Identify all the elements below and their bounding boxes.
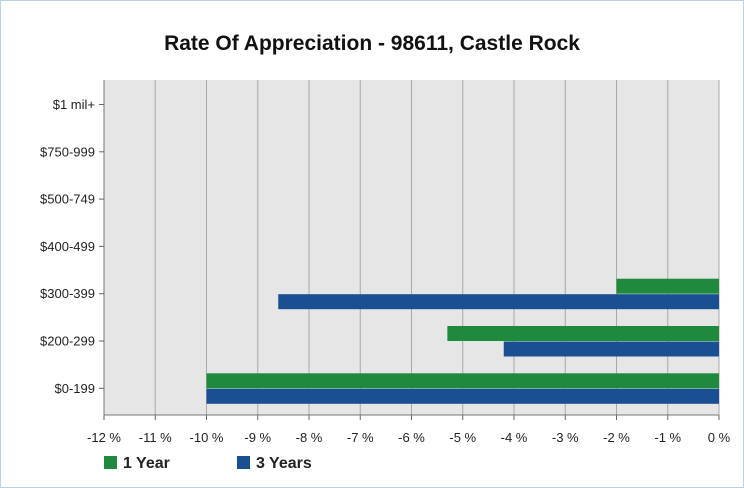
- x-tick-label: -4 %: [501, 430, 528, 445]
- x-tick-label: -3 %: [552, 430, 579, 445]
- x-tick-label: -5 %: [449, 430, 476, 445]
- legend-swatch: [104, 456, 117, 469]
- x-tick-label: -9 %: [244, 430, 271, 445]
- y-tick-label: $200-299: [40, 334, 95, 349]
- legend-swatch: [237, 456, 250, 469]
- bar-3-years: [278, 294, 719, 310]
- bar-3-years: [206, 388, 719, 404]
- tick-labels: -12 % -11 % -10 % -9 % -8 % -7 % -6 % -5 % -4 % -…: [40, 97, 731, 445]
- x-tick-label: -1 %: [654, 430, 681, 445]
- legend: 1 Year 3 Years: [104, 455, 312, 472]
- legend-label: 1 Year: [123, 455, 170, 472]
- x-tick-label: -11 %: [139, 430, 172, 445]
- bar-1-year: [447, 326, 719, 341]
- y-tick-label: $500-749: [40, 192, 95, 207]
- chart-title: Rate Of Appreciation - 98611, Castle Roc…: [164, 32, 580, 55]
- bar-1-year: [206, 373, 719, 389]
- y-tick-label: $750-999: [40, 144, 95, 159]
- y-tick-label: $400-499: [40, 239, 95, 254]
- x-tick-label: -2 %: [603, 430, 630, 445]
- axes: [99, 80, 720, 420]
- bar-3-years: [503, 341, 719, 357]
- y-tick-label: $1 mil+: [53, 97, 95, 112]
- x-tick-label: -10 %: [190, 430, 224, 445]
- x-tick-label: -7 %: [347, 430, 374, 445]
- legend-label: 3 Years: [256, 455, 312, 472]
- x-tick-label: 0 %: [708, 430, 731, 445]
- y-tick-label: $0-199: [55, 381, 95, 396]
- x-tick-label: -12 %: [87, 430, 121, 445]
- y-tick-label: $300-399: [40, 286, 95, 301]
- bars: [206, 278, 719, 404]
- bar-1-year: [616, 278, 719, 294]
- x-tick-label: -8 %: [296, 430, 323, 445]
- grid-lines: [103, 80, 720, 415]
- x-tick-label: -6 %: [398, 430, 425, 445]
